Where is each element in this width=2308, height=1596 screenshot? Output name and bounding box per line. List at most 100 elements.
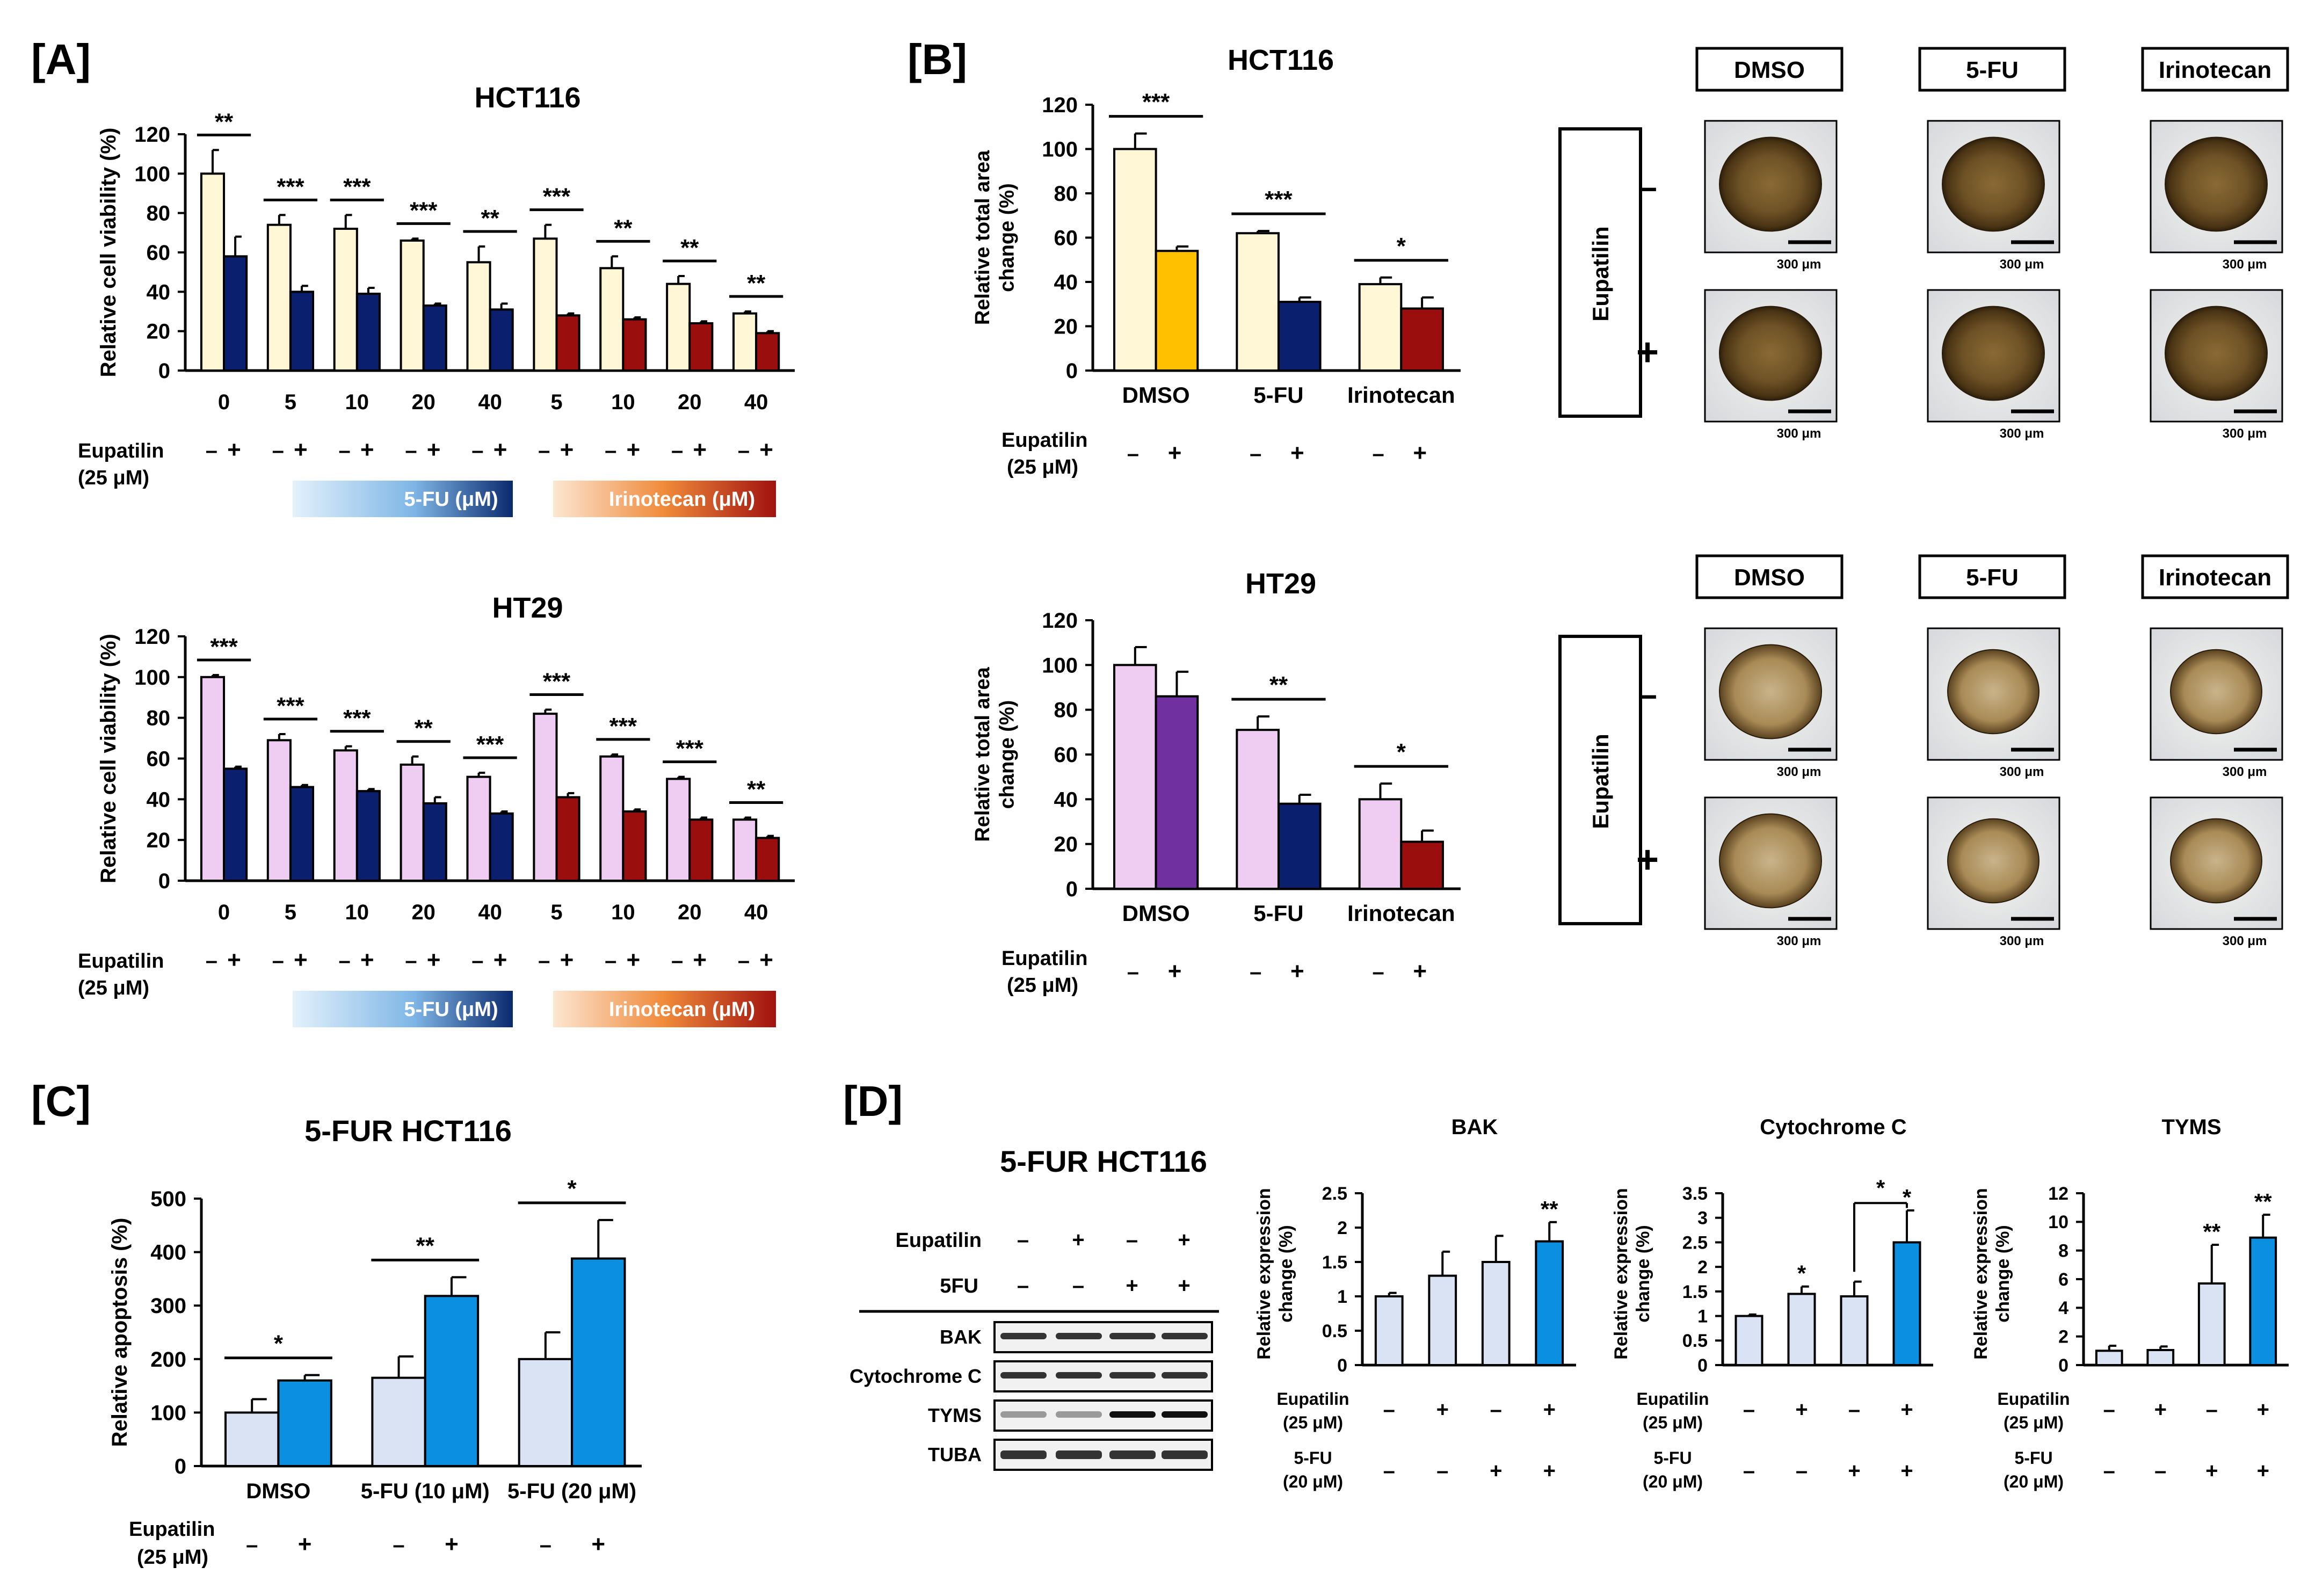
fu-sign: – xyxy=(1743,1459,1755,1483)
chart-B-HCT116: 0 20 40 60 80 100 120 HCT116 Relative total area… xyxy=(971,44,1461,478)
chart-C: 0 100 200 300 400 500 5-FUR HCT116 Relative apo… xyxy=(108,1114,642,1569)
bar-expression xyxy=(2095,1350,2123,1366)
bar-eupatilin xyxy=(289,291,315,372)
plus-sign: + xyxy=(427,947,441,973)
bar-vehicle xyxy=(533,237,558,372)
bar-vehicle xyxy=(732,818,758,882)
plus-sign: + xyxy=(759,437,773,463)
minus-sign: – xyxy=(393,1533,404,1557)
blot-fu-label: 5FU xyxy=(940,1275,978,1297)
panel-label-A: [A] xyxy=(31,35,91,83)
minus-sign: – xyxy=(671,439,683,462)
chart-title: BAK xyxy=(1451,1115,1498,1139)
fu-gradient-bar xyxy=(293,481,513,517)
fu-sign: + xyxy=(1543,1459,1556,1483)
bar-vehicle xyxy=(1358,283,1403,372)
fu-sign: + xyxy=(1490,1459,1502,1483)
x-tick-label: 40 xyxy=(744,390,768,414)
organoid-image-grid: Eupatilin– + DMSO 300 μm 300 μm 5-FU 300 μm 300… xyxy=(1558,554,2289,948)
blot-band xyxy=(1056,1450,1102,1459)
y-tick-label: 0 xyxy=(1697,1355,1708,1376)
eupatilin-conc: (25 μM) xyxy=(137,1546,208,1569)
minus-sign: – xyxy=(605,949,616,973)
blot-band xyxy=(1162,1411,1208,1418)
y-tick-label: 60 xyxy=(1054,743,1078,767)
blot-eupatilin-sign: – xyxy=(1126,1228,1138,1252)
y-tick-label: 500 xyxy=(150,1187,186,1211)
x-tick-label: 40 xyxy=(478,390,502,414)
fu-label: 5-FU xyxy=(1653,1448,1692,1468)
row-sign-minus: – xyxy=(1638,675,1657,714)
blot-band xyxy=(1109,1411,1156,1418)
plus-sign: + xyxy=(493,437,507,463)
y-axis-label: change (%) xyxy=(1276,1225,1296,1322)
y-tick-label: 2.5 xyxy=(1322,1184,1347,1204)
eupatilin-conc: (25 μM) xyxy=(1007,456,1078,478)
bar-vehicle xyxy=(666,282,691,372)
fu-sign: – xyxy=(1383,1459,1395,1483)
bar-vehicle xyxy=(666,778,691,882)
blot-band xyxy=(1000,1372,1047,1379)
y-axis-label: Relative total area xyxy=(971,667,994,842)
blot-eupatilin-sign: – xyxy=(1017,1228,1029,1252)
x-tick-label: 20 xyxy=(678,390,702,414)
significance-mark: * xyxy=(274,1331,284,1357)
minus-sign: – xyxy=(1127,442,1139,466)
y-axis-label: Relative expression xyxy=(1254,1188,1274,1359)
y-tick-label: 0.5 xyxy=(1322,1321,1347,1341)
plus-sign: + xyxy=(560,947,574,973)
scale-bar-label: 300 μm xyxy=(1777,426,1821,441)
fu-sign: – xyxy=(2103,1459,2115,1483)
plus-sign: + xyxy=(360,437,374,463)
plus-sign: + xyxy=(427,437,441,463)
blot-title: 5-FUR HCT116 xyxy=(1000,1144,1207,1178)
organoid-spheroid xyxy=(1947,818,2040,904)
minus-sign: – xyxy=(471,439,483,462)
organoid-spheroid xyxy=(1942,306,2045,401)
blot-band xyxy=(1109,1333,1156,1339)
blot-eupatilin-sign: + xyxy=(1072,1228,1084,1252)
eupatilin-label: Eupatilin xyxy=(78,950,164,973)
minus-sign: – xyxy=(206,949,217,973)
bar-vehicle xyxy=(1236,729,1280,890)
eupatilin-sign: – xyxy=(2206,1398,2218,1421)
y-tick-label: 20 xyxy=(147,320,171,344)
y-tick-label: 20 xyxy=(1054,833,1078,857)
y-tick-label: 20 xyxy=(147,829,171,852)
organoid-spheroid xyxy=(1719,136,1822,232)
bar-eupatilin xyxy=(688,322,714,372)
significance-mark: *** xyxy=(343,173,371,200)
significance-mark: *** xyxy=(1265,186,1293,213)
panel-label-D: [D] xyxy=(843,1077,903,1125)
condition-header: Irinotecan xyxy=(2159,564,2271,591)
y-tick-label: 0 xyxy=(2058,1355,2069,1376)
y-tick-label: 80 xyxy=(1054,182,1078,206)
plus-sign: + xyxy=(227,947,241,973)
blot-band xyxy=(1056,1411,1102,1418)
plus-sign: + xyxy=(445,1531,459,1557)
plus-sign: + xyxy=(1413,440,1427,466)
fu-conc: (20 μM) xyxy=(2004,1472,2064,1491)
eupatilin-label: Eupatilin xyxy=(1001,429,1087,452)
y-tick-label: 200 xyxy=(150,1348,186,1372)
minus-sign: – xyxy=(1127,960,1139,984)
eupatilin-sign: – xyxy=(2103,1398,2115,1421)
y-tick-label: 40 xyxy=(1054,788,1078,811)
bar-eupatilin xyxy=(277,1379,332,1467)
eupatilin-conc: (25 μM) xyxy=(1283,1413,1343,1432)
irinotecan-gradient-label: Irinotecan (μM) xyxy=(609,998,755,1021)
y-axis-label: Relative cell viability (%) xyxy=(97,128,120,378)
minus-sign: – xyxy=(605,439,616,462)
organoid-spheroid xyxy=(1719,306,1822,401)
condition-header: DMSO xyxy=(1734,564,1805,591)
fu-label: 5-FU xyxy=(2014,1448,2052,1468)
organoid-spheroid xyxy=(2170,649,2262,735)
eupatilin-label: Eupatilin xyxy=(1001,947,1087,970)
y-tick-label: 1.5 xyxy=(1322,1252,1347,1273)
chart-title: HCT116 xyxy=(1228,44,1334,76)
bar-eupatilin xyxy=(555,796,580,882)
fu-gradient-bar xyxy=(293,991,513,1027)
blot-band xyxy=(1162,1450,1208,1459)
y-tick-label: 100 xyxy=(134,162,170,186)
